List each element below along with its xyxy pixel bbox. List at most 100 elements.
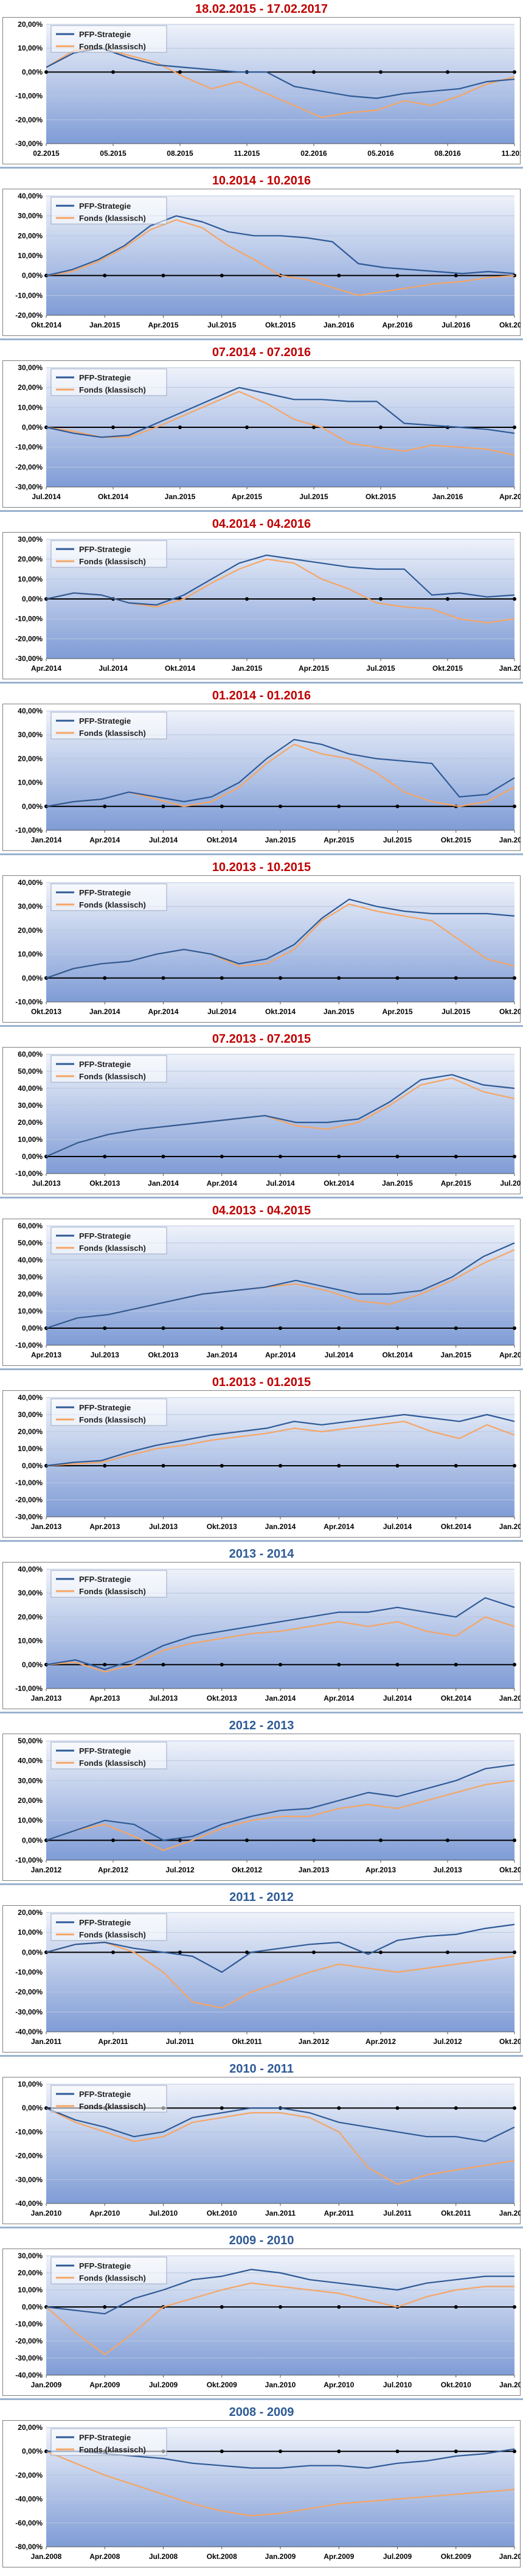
- y-tick-label: 20,00%: [18, 926, 43, 934]
- zero-line-marker: [161, 1662, 165, 1667]
- zero-line-marker: [454, 1662, 458, 1667]
- series-line-strategy: [46, 898, 515, 979]
- zero-line-marker: [513, 1950, 516, 1955]
- legend-box: [50, 197, 167, 225]
- x-tick-label: 11.2016: [502, 149, 521, 158]
- y-tick-label: -40,00%: [15, 2495, 43, 2504]
- zero-line-marker: [513, 597, 516, 601]
- series-line-strategy: [46, 1413, 515, 1467]
- series-line-strategy: [46, 1242, 515, 1329]
- panel-separator: [0, 1197, 523, 1199]
- x-tick-label: Okt.2014: [441, 1694, 471, 1703]
- zero-line-marker: [103, 2305, 107, 2309]
- legend-box: [50, 1227, 167, 1255]
- zero-line-marker: [395, 804, 400, 808]
- x-tick-label: Apr.2015: [382, 1007, 412, 1016]
- y-tick-label: 0,00%: [22, 974, 43, 982]
- legend: PFP-Strategie Fonds (klassisch): [50, 540, 167, 568]
- x-tick-label: Jul.2014: [266, 1179, 295, 1188]
- panel-separator: [0, 338, 523, 340]
- zero-line-marker: [513, 1662, 516, 1667]
- chart-title: 2011 - 2012: [229, 1891, 294, 1904]
- legend: PFP-Strategie Fonds (klassisch): [50, 25, 167, 53]
- x-tick-label: Apr.2015: [232, 492, 262, 501]
- y-tick-label: -30,00%: [15, 1513, 43, 1521]
- y-tick-label: 0,00%: [22, 1661, 43, 1669]
- chart-svg: 60,00% 50,00% 40,00% 30,00% 20,00% 10,00% 0,00…: [15, 1222, 521, 1359]
- zero-line-marker: [279, 804, 282, 808]
- x-tick-label: Jan.2011: [31, 2037, 61, 2046]
- legend-item-fund-label: Fonds (klassisch): [79, 2273, 146, 2283]
- series-line-strategy: [46, 738, 515, 807]
- zero-line-marker: [454, 1155, 458, 1158]
- zero-line-marker: [220, 2449, 224, 2454]
- x-tick-label: Jul.2015: [366, 664, 395, 673]
- zero-line-marker: [379, 70, 383, 74]
- y-tick-label: 30,00%: [18, 2252, 43, 2260]
- legend: PFP-Strategie Fonds (klassisch): [50, 1398, 167, 1426]
- x-tick-label: Jul.2013: [433, 1866, 462, 1874]
- x-tick-label: Okt.2013: [499, 1866, 521, 1874]
- zero-line-marker: [103, 273, 107, 278]
- zero-line-marker: [312, 70, 316, 74]
- legend-box: [50, 712, 167, 740]
- y-tick-label: 30,00%: [18, 535, 43, 544]
- x-tick-label: Apr.2011: [324, 2209, 355, 2217]
- x-tick-label: Jul.2014: [325, 1351, 354, 1359]
- zero-line-marker: [337, 2106, 341, 2110]
- legend-item-strategy-label: PFP-Strategie: [79, 1746, 131, 1755]
- legend-box: [50, 25, 167, 53]
- chart-panel: 2008 - 2009 20,00% 0,00% -20,00% -40,00% -60,…: [0, 2403, 523, 2567]
- y-tick-label: -10,00%: [15, 998, 43, 1006]
- y-tick-label: -10,00%: [15, 1856, 43, 1864]
- y-tick-label: -10,00%: [15, 2320, 43, 2328]
- y-tick-label: 10,00%: [18, 1816, 43, 1825]
- series-line-strategy: [46, 1923, 515, 1973]
- y-tick-label: 10,00%: [18, 44, 43, 52]
- zero-line-marker: [111, 1950, 115, 1955]
- legend-item-fund-label: Fonds (klassisch): [79, 729, 146, 738]
- zero-line-marker: [513, 804, 516, 808]
- x-tick-label: Okt.2008: [207, 2552, 237, 2561]
- y-tick-label: 10,00%: [18, 251, 43, 260]
- legend-item-strategy-label: PFP-Strategie: [79, 1231, 131, 1241]
- x-tick-label: Okt.2014: [382, 1351, 412, 1359]
- series-line-strategy: [46, 2269, 514, 2315]
- x-tick-label: Jan.2016: [432, 492, 463, 501]
- zero-line-marker: [103, 976, 107, 980]
- zero-line-marker: [446, 597, 449, 601]
- y-tick-label: -20,00%: [15, 2152, 43, 2160]
- chart-panel: 04.2014 - 04.2016 30,00% 20,00% 10,00% 0,00%…: [0, 515, 523, 679]
- x-tick-label: Okt.2010: [441, 2381, 471, 2389]
- y-tick-label: 30,00%: [18, 1776, 43, 1785]
- x-tick-label: Jan.2015: [382, 1179, 413, 1188]
- y-tick-label: 30,00%: [18, 902, 43, 911]
- chart-title: 18.02.2015 - 17.02.2017: [195, 2, 328, 16]
- y-tick-label: 10,00%: [18, 1928, 43, 1937]
- x-tick-label: Jan.2013: [299, 1866, 330, 1874]
- x-tick-label: Jul.2013: [91, 1351, 120, 1359]
- zero-line-marker: [220, 976, 224, 980]
- y-tick-label: 20,00%: [18, 1796, 43, 1805]
- legend-box: [50, 1055, 167, 1083]
- x-tick-label: Jul.2014: [383, 1522, 412, 1531]
- zero-line-marker: [513, 2449, 516, 2454]
- x-tick-label: Apr.2016: [499, 492, 521, 501]
- legend: PFP-Strategie Fonds (klassisch): [50, 1227, 167, 1255]
- series-line-fund: [46, 2282, 514, 2356]
- zero-line-marker: [279, 2449, 282, 2454]
- y-tick-label: -20,00%: [15, 2471, 43, 2479]
- x-tick-label: Okt.2015: [499, 1007, 521, 1016]
- x-tick-label: Jan.2015: [232, 664, 263, 673]
- x-tick-label: Apr.2014: [31, 664, 61, 673]
- chart-panel: 2011 - 2012 20,00% 10,00% 0,00% -10,00% -20,0…: [0, 1888, 523, 2053]
- x-tick-label: Jul.2008: [149, 2552, 178, 2561]
- zero-line-marker: [513, 976, 516, 980]
- legend-item-fund-label: Fonds (klassisch): [79, 1415, 146, 1424]
- zero-line-marker: [513, 70, 516, 74]
- x-tick-label: Jan.2009: [31, 2381, 62, 2389]
- x-tick-label: Jan.2009: [265, 2552, 296, 2561]
- zero-line-marker: [279, 2305, 282, 2309]
- y-tick-label: 20,00%: [18, 1427, 43, 1436]
- x-tick-label: Okt.2013: [31, 1007, 61, 1016]
